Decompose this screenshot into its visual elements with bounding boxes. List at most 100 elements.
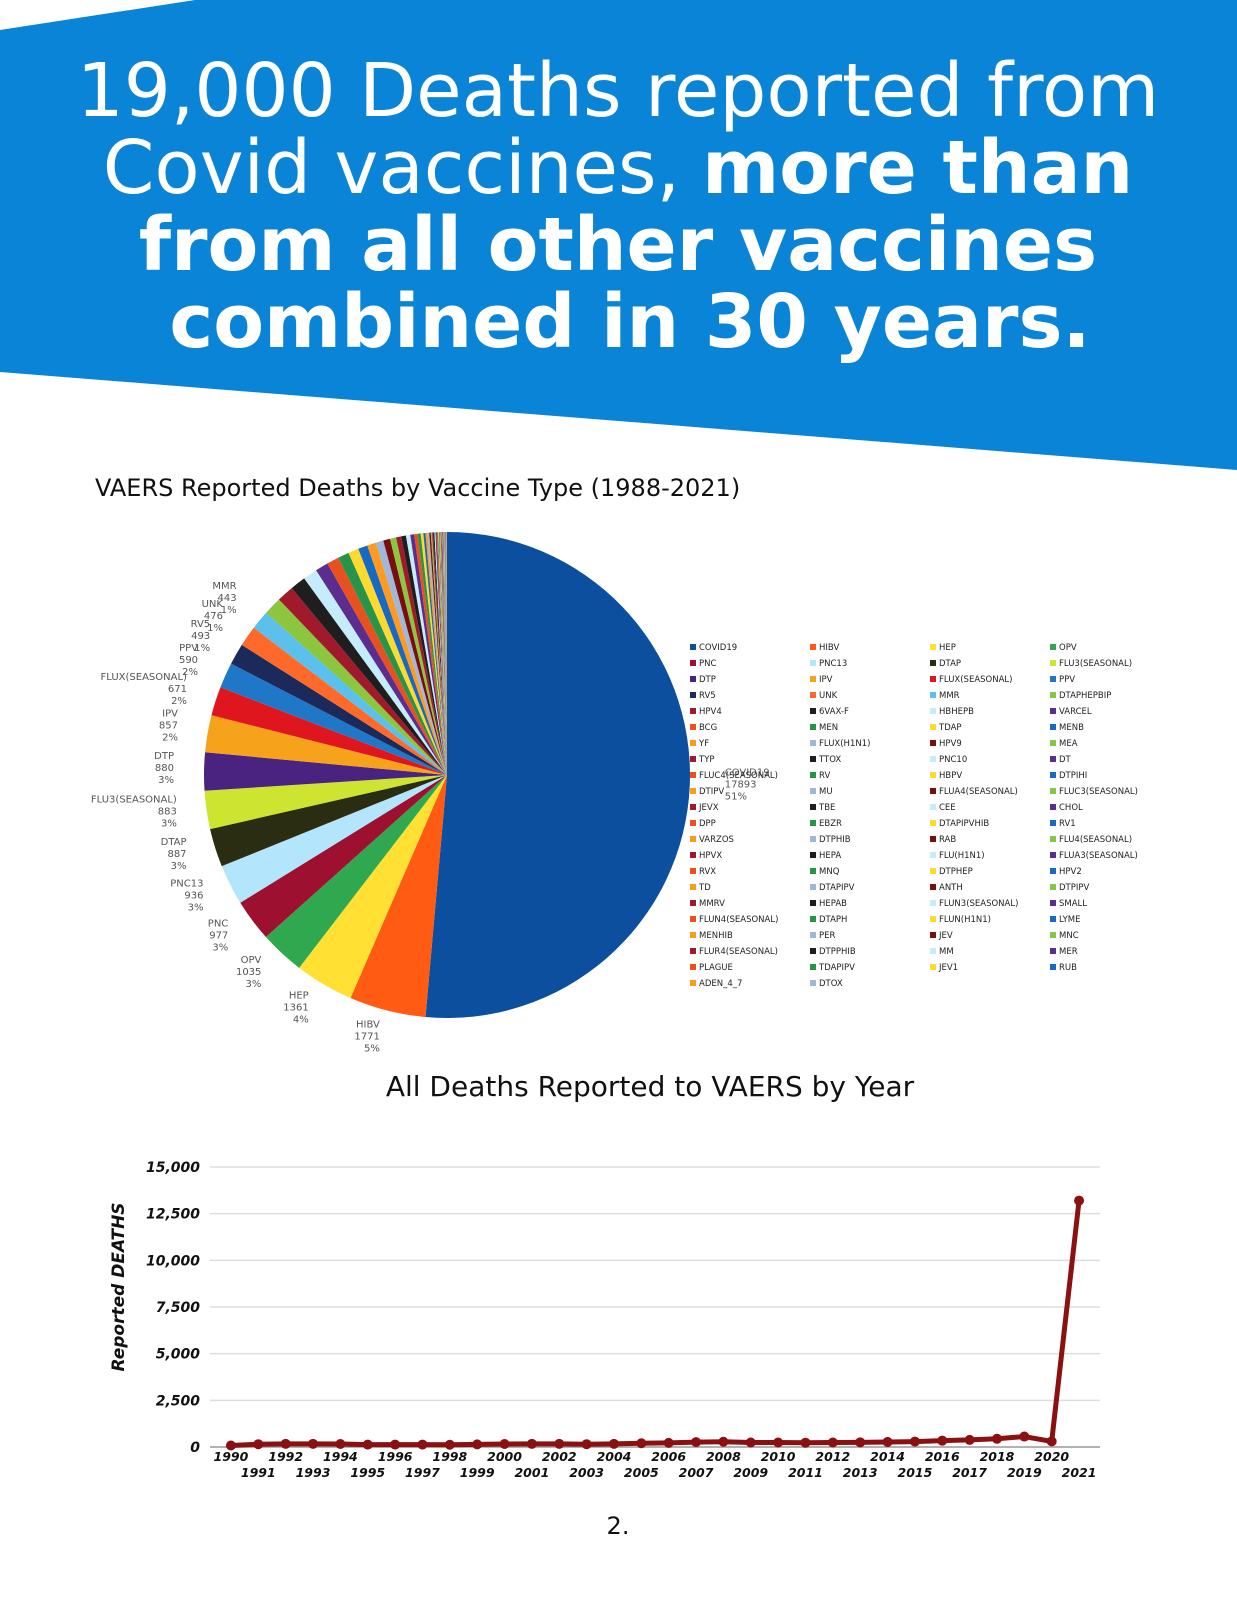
legend-label: MENHIB [699,931,733,941]
x-tick-label: 2021 [1062,1465,1097,1480]
legend-swatch [930,900,936,906]
legend-swatch [1050,644,1056,650]
pie-slice [437,532,447,775]
y-tick-label: 7,500 [156,1300,201,1316]
pie-slice [445,532,447,775]
data-point [991,1433,1002,1444]
pie-slice [442,532,447,775]
legend-label: FLUN3(SEASONAL) [939,899,1018,909]
legend-label: MENB [1059,723,1084,733]
legend-label: HEPA [819,851,841,861]
legend-swatch [930,932,936,938]
slice-label: PPV [179,643,198,654]
pie-slice [367,542,447,775]
slice-percent: 1% [207,623,223,634]
x-tick-label: 2004 [597,1449,632,1464]
slice-label: PNC [208,918,229,929]
pie-slice [221,775,447,903]
pie-slice [432,532,447,775]
legend-label: DTAPIPV [819,883,855,893]
slice-value: 857 [159,720,178,731]
legend-swatch [810,788,816,794]
x-tick-label: 2013 [843,1465,878,1480]
legend-label: PNC10 [939,755,967,765]
legend-swatch [810,932,816,938]
legend-swatch [690,740,696,746]
legend-swatch [1050,884,1056,890]
slice-value: 887 [167,849,186,860]
legend-label: RV [819,771,830,781]
slice-percent: 3% [188,902,204,913]
x-tick-label: 1998 [432,1449,467,1464]
pie-slice [204,752,447,791]
legend-swatch [1050,660,1056,666]
pie-slice [444,532,447,775]
pie-slice [266,599,447,775]
slice-value: 590 [179,655,198,666]
legend-swatch [930,756,936,762]
slice-label: PNC13 [170,878,203,889]
legend-label: PNC13 [819,659,847,669]
slice-value: 443 [218,593,237,604]
pie-slice [241,627,447,775]
legend-swatch [810,852,816,858]
legend-swatch [930,964,936,970]
legend-swatch [1050,756,1056,762]
legend-swatch [930,692,936,698]
slice-value: 936 [184,890,203,901]
legend-label: TD [698,883,711,893]
slice-percent: 3% [212,942,228,953]
legend-label: FLUC4(SEASONAL) [699,771,778,781]
legend-label: FLU3(SEASONAL) [1059,659,1132,669]
legend-label: HPV4 [699,707,722,717]
y-axis-label: Reported DEATHS [109,1202,129,1371]
legend-swatch [810,980,816,986]
legend-label: DTAPHEPBIP [1059,691,1111,701]
legend-swatch [690,980,696,986]
legend-label: MNQ [819,867,840,877]
legend-swatch [810,644,816,650]
legend-swatch [810,820,816,826]
legend-label: DTOX [819,979,843,989]
pie-slice [414,533,447,775]
slice-label: DTP [154,751,174,762]
pie-slice [401,535,447,775]
legend-label: RUB [1059,963,1077,973]
legend-label: HBHEPB [939,707,974,717]
legend-swatch [930,948,936,954]
pie-slice [445,532,447,775]
legend-label: VARZOS [699,835,734,845]
x-tick-label: 2006 [651,1449,686,1464]
legend-swatch [690,692,696,698]
pie-title: VAERS Reported Deaths by Vaccine Type (1… [95,474,740,502]
legend-label: DTAPH [819,915,847,925]
legend-swatch [810,900,816,906]
legend-label: FLUX(H1N1) [819,739,870,749]
x-tick-label: 2016 [925,1449,960,1464]
legend-label: HBPV [939,771,962,781]
data-point [773,1437,784,1448]
y-tick-label: 10,000 [146,1253,200,1269]
legend-label: FLUA4(SEASONAL) [939,787,1018,797]
x-tick-label: 1992 [268,1449,303,1464]
slice-percent: 5% [364,1044,380,1055]
pie-slice [299,775,447,999]
slice-label: FLUX(SEASONAL) [101,672,188,683]
legend-swatch [1050,804,1056,810]
slice-percent: 3% [158,775,174,786]
legend-swatch [930,708,936,714]
legend-label: TDAP [938,723,962,733]
x-tick-label: 2019 [1007,1465,1042,1480]
pie-slice [417,533,447,775]
data-point [444,1439,455,1450]
legend-swatch [690,852,696,858]
legend-label: DTAPIPVHIB [939,819,989,829]
header-banner [0,0,1237,470]
pie-slice [278,588,447,775]
x-tick-label: 2001 [514,1465,549,1480]
legend-swatch [810,756,816,762]
legend-swatch [690,676,696,682]
legend-label: UNK [819,691,838,701]
legend-swatch [810,708,816,714]
legend-swatch [810,964,816,970]
